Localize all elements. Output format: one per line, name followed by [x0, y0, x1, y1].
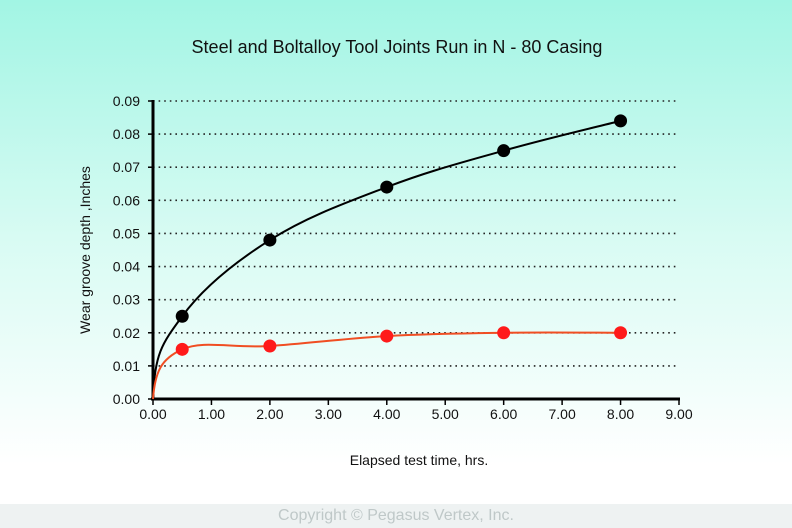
- data-point-steel: [497, 144, 511, 158]
- x-axis-ticks: 0.00 1.00 2.00 3.00 4.00 5.00 6.00 7.00 8.00 9.00: [139, 399, 693, 422]
- data-point-steel: [263, 233, 277, 247]
- y-tick-label: 0.08: [113, 126, 140, 142]
- y-tick-label: 0.09: [113, 93, 140, 109]
- data-point-boltalloy: [497, 326, 511, 340]
- y-tick-label: 0.04: [113, 259, 140, 275]
- x-tick-label: 6.00: [490, 406, 517, 422]
- copyright-text: Copyright © Pegasus Vertex, Inc.: [278, 507, 514, 524]
- x-tick-label: 4.00: [373, 406, 400, 422]
- x-axis-label: Elapsed test time, hrs.: [350, 452, 489, 468]
- x-tick-label: 7.00: [548, 406, 575, 422]
- data-point-boltalloy: [175, 342, 189, 356]
- data-point-steel: [175, 309, 189, 323]
- data-point-steel: [614, 114, 628, 128]
- x-tick-label: 8.00: [607, 406, 634, 422]
- y-tick-label: 0.07: [113, 159, 140, 175]
- y-tick-label: 0.03: [113, 292, 140, 308]
- chart-title: Steel and Boltalloy Tool Joints Run in N…: [192, 37, 603, 57]
- series-line-steel: [152, 119, 621, 400]
- y-tick-label: 0.02: [113, 325, 140, 341]
- x-tick-label: 1.00: [198, 406, 225, 422]
- data-point-boltalloy: [263, 339, 277, 353]
- data-point-steel: [380, 180, 394, 194]
- x-tick-label: 5.00: [432, 406, 459, 422]
- data-point-boltalloy: [380, 329, 394, 343]
- gridlines: [153, 100, 679, 367]
- chart: Steel and Boltalloy Tool Joints Run in N…: [77, 37, 693, 468]
- y-axis-label: Wear groove depth ,Inches: [77, 166, 93, 334]
- x-tick-label: 3.00: [315, 406, 342, 422]
- x-tick-label: 0.00: [139, 406, 166, 422]
- x-tick-label: 2.00: [256, 406, 283, 422]
- y-axis-ticks: 0.00 0.01 0.02 0.03 0.04 0.05 0.06 0.07 0.08 0.09: [113, 93, 153, 407]
- data-point-boltalloy: [614, 326, 628, 340]
- x-tick-label: 9.00: [665, 406, 692, 422]
- y-tick-label: 0.01: [113, 358, 140, 374]
- series-group: [152, 114, 628, 400]
- y-tick-label: 0.05: [113, 225, 140, 241]
- footer-bar: Copyright © Pegasus Vertex, Inc.: [0, 504, 792, 528]
- y-tick-label: 0.00: [113, 391, 140, 407]
- y-tick-label: 0.06: [113, 192, 140, 208]
